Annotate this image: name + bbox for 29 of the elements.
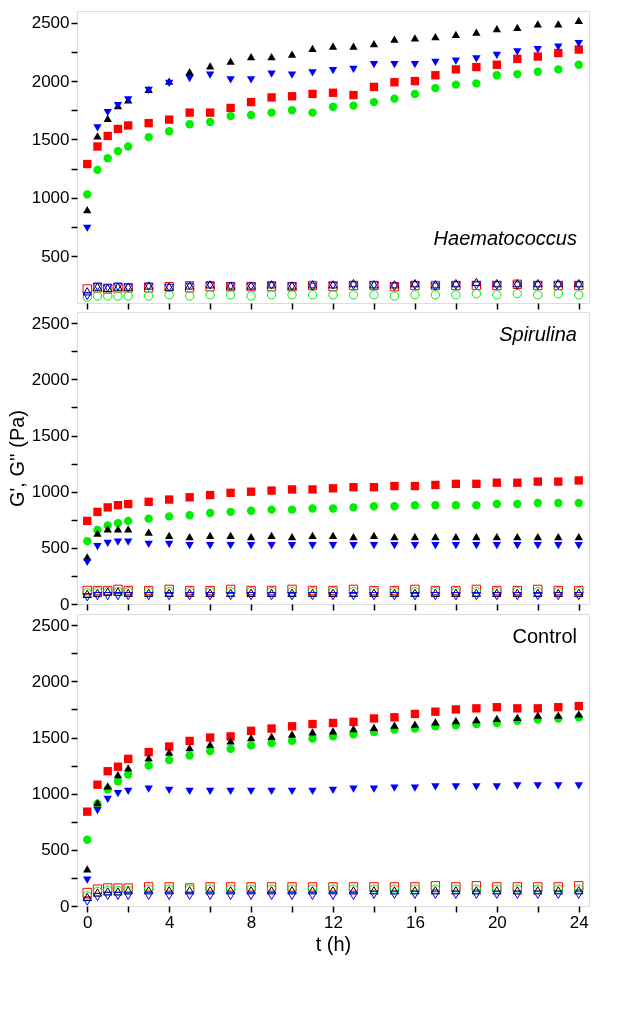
y-tick-label: 1500 <box>31 426 70 446</box>
y-tick-label: 500 <box>41 538 70 558</box>
y-tick-label: 1000 <box>31 784 70 804</box>
annotation: Control <box>512 625 577 648</box>
x-tick-label: 0 <box>83 912 93 932</box>
y-tick-label: 2500 <box>31 313 70 333</box>
y-axis-title: G', G'' (Pa) <box>5 409 28 508</box>
y-tick-label: 2000 <box>31 671 70 691</box>
annotation: Spirulina <box>499 323 577 346</box>
y-tick-label: 0 <box>60 594 70 614</box>
x-tick-label: 24 <box>569 912 589 932</box>
y-tick-label: 2500 <box>31 13 70 33</box>
y-tick-label: 1500 <box>31 129 70 149</box>
y-tick-label: 1000 <box>31 188 70 208</box>
x-tick-label: 20 <box>487 912 507 932</box>
y-tick-label: 1000 <box>31 482 70 502</box>
x-tick-label: 4 <box>164 912 175 932</box>
annotation: Haematococcus <box>433 226 577 249</box>
y-tick-label: 500 <box>41 840 70 860</box>
x-axis-title: t (h) <box>315 932 352 955</box>
y-tick-label: 1500 <box>31 728 70 748</box>
y-tick-label: 2500 <box>31 615 70 635</box>
y-tick-label: 2000 <box>31 369 70 389</box>
x-tick-label: 16 <box>405 912 425 932</box>
x-tick-label: 8 <box>246 912 257 932</box>
x-tick-label: 12 <box>324 912 343 932</box>
y-tick-label: 0 <box>60 896 70 916</box>
y-tick-label: 500 <box>41 246 70 266</box>
y-tick-label: 2000 <box>31 71 70 91</box>
